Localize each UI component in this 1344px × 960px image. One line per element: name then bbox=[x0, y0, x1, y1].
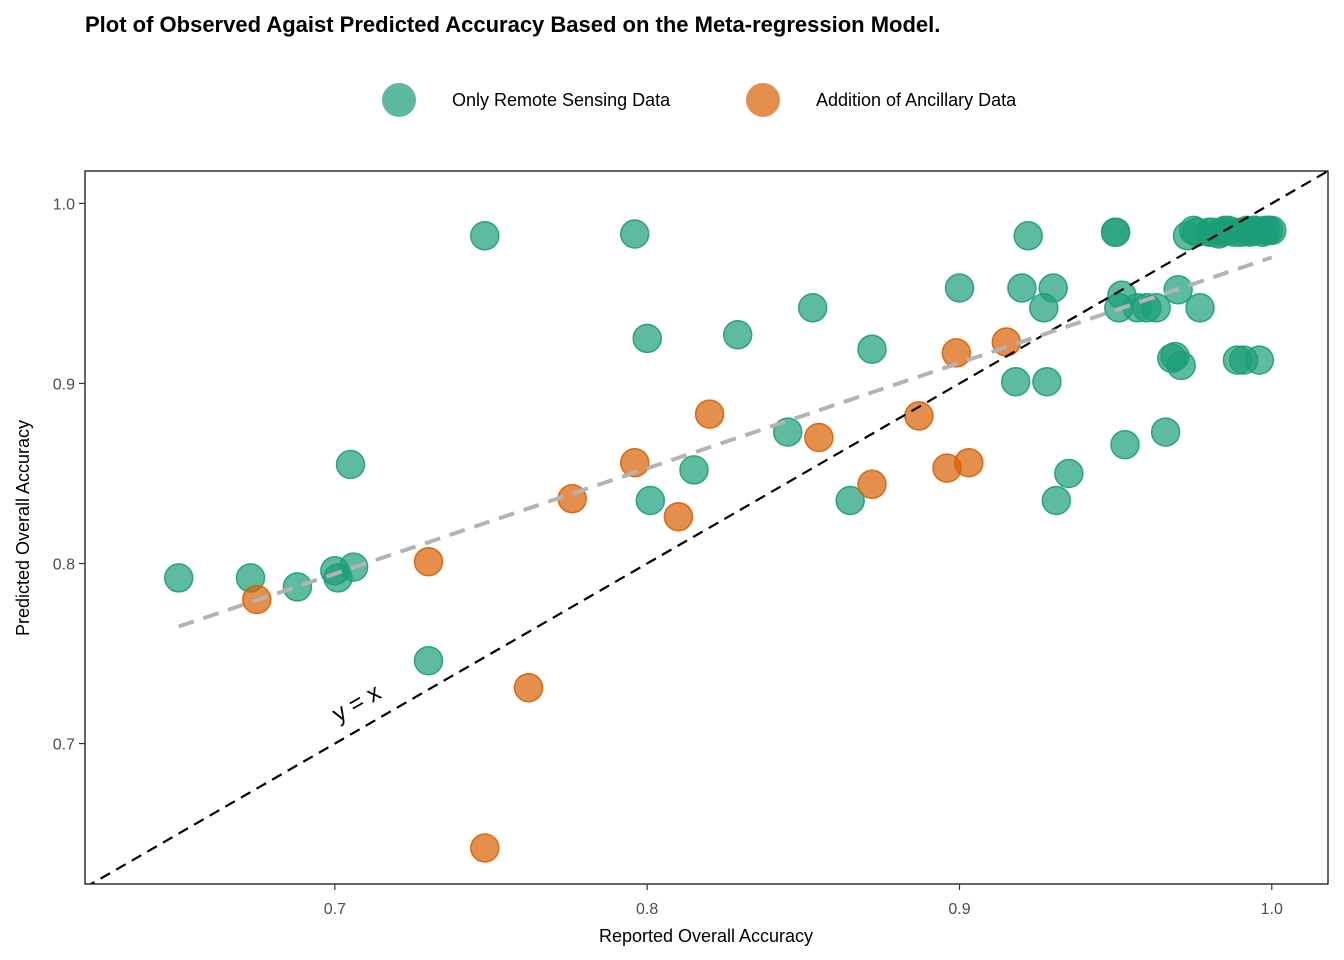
legend-label-remote-sensing: Only Remote Sensing Data bbox=[452, 89, 671, 110]
point-remote-sensing[interactable] bbox=[635, 485, 666, 516]
point-remote-sensing[interactable] bbox=[282, 572, 313, 602]
series-remote-sensing bbox=[163, 215, 1287, 676]
point-ancillary[interactable] bbox=[941, 338, 972, 368]
point-remote-sensing[interactable] bbox=[1185, 293, 1215, 323]
point-remote-sensing[interactable] bbox=[797, 293, 828, 323]
legend: Only Remote Sensing Data Addition of Anc… bbox=[0, 80, 1344, 120]
plot-marks: y = x bbox=[89, 171, 1328, 884]
point-remote-sensing[interactable] bbox=[1013, 221, 1043, 251]
point-ancillary[interactable] bbox=[694, 399, 725, 429]
point-remote-sensing[interactable] bbox=[413, 645, 444, 676]
point-remote-sensing[interactable] bbox=[619, 219, 650, 249]
point-ancillary[interactable] bbox=[619, 447, 650, 478]
identity-line bbox=[89, 171, 1328, 884]
point-remote-sensing[interactable] bbox=[1007, 273, 1037, 303]
x-tick-label: 0.7 bbox=[324, 901, 346, 918]
legend-key-remote-sensing bbox=[382, 83, 416, 117]
point-remote-sensing[interactable] bbox=[1100, 217, 1131, 247]
point-remote-sensing[interactable] bbox=[857, 334, 887, 364]
x-tick-label: 1.0 bbox=[1261, 901, 1283, 918]
point-remote-sensing[interactable] bbox=[163, 563, 194, 593]
x-axis-label: Reported Overall Accuracy bbox=[599, 926, 813, 946]
x-axis: 0.7 0.8 0.9 1.0 bbox=[324, 884, 1283, 918]
point-remote-sensing[interactable] bbox=[1032, 366, 1062, 397]
point-remote-sensing[interactable] bbox=[1000, 366, 1031, 397]
point-remote-sensing[interactable] bbox=[1150, 417, 1181, 447]
point-remote-sensing[interactable] bbox=[1054, 458, 1084, 489]
series-ancillary bbox=[242, 327, 1022, 863]
point-ancillary[interactable] bbox=[470, 833, 500, 863]
point-ancillary[interactable] bbox=[857, 469, 887, 500]
point-remote-sensing[interactable] bbox=[632, 323, 662, 354]
point-remote-sensing[interactable] bbox=[835, 485, 865, 516]
point-remote-sensing[interactable] bbox=[944, 273, 975, 303]
point-ancillary[interactable] bbox=[513, 672, 544, 703]
point-remote-sensing[interactable] bbox=[335, 449, 366, 480]
point-remote-sensing[interactable] bbox=[1038, 273, 1068, 303]
point-remote-sensing[interactable] bbox=[1166, 350, 1196, 381]
point-remote-sensing[interactable] bbox=[1244, 345, 1275, 375]
plot-panel-border bbox=[84, 170, 1329, 885]
point-remote-sensing[interactable] bbox=[1041, 485, 1072, 516]
point-ancillary[interactable] bbox=[804, 422, 834, 453]
identity-line-label: y = x bbox=[328, 679, 386, 728]
x-tick-label: 0.8 bbox=[636, 901, 658, 918]
y-tick-label: 0.7 bbox=[53, 737, 75, 754]
point-ancillary[interactable] bbox=[954, 447, 984, 478]
legend-label-ancillary: Addition of Ancillary Data bbox=[816, 89, 1017, 110]
y-tick-label: 1.0 bbox=[53, 196, 75, 213]
point-remote-sensing[interactable] bbox=[722, 320, 753, 350]
legend-item-remote-sensing[interactable]: Only Remote Sensing Data bbox=[382, 80, 670, 120]
y-axis-label: Predicted Overall Accuracy bbox=[13, 420, 33, 636]
legend-key-ancillary bbox=[746, 83, 780, 117]
point-ancillary[interactable] bbox=[663, 501, 694, 532]
y-tick-label: 0.8 bbox=[53, 557, 75, 574]
point-remote-sensing[interactable] bbox=[1110, 429, 1140, 460]
point-remote-sensing[interactable] bbox=[679, 455, 709, 485]
point-remote-sensing[interactable] bbox=[1257, 215, 1287, 246]
y-tick-label: 0.9 bbox=[53, 376, 75, 393]
x-tick-label: 0.9 bbox=[948, 901, 970, 918]
legend-item-ancillary[interactable]: Addition of Ancillary Data bbox=[746, 80, 1016, 120]
point-remote-sensing[interactable] bbox=[470, 221, 500, 251]
point-ancillary[interactable] bbox=[413, 546, 444, 577]
chart-title: Plot of Observed Agaist Predicted Accura… bbox=[85, 12, 941, 37]
trend-line bbox=[178, 255, 1273, 629]
y-axis: 0.7 0.8 0.9 1.0 bbox=[53, 196, 85, 754]
